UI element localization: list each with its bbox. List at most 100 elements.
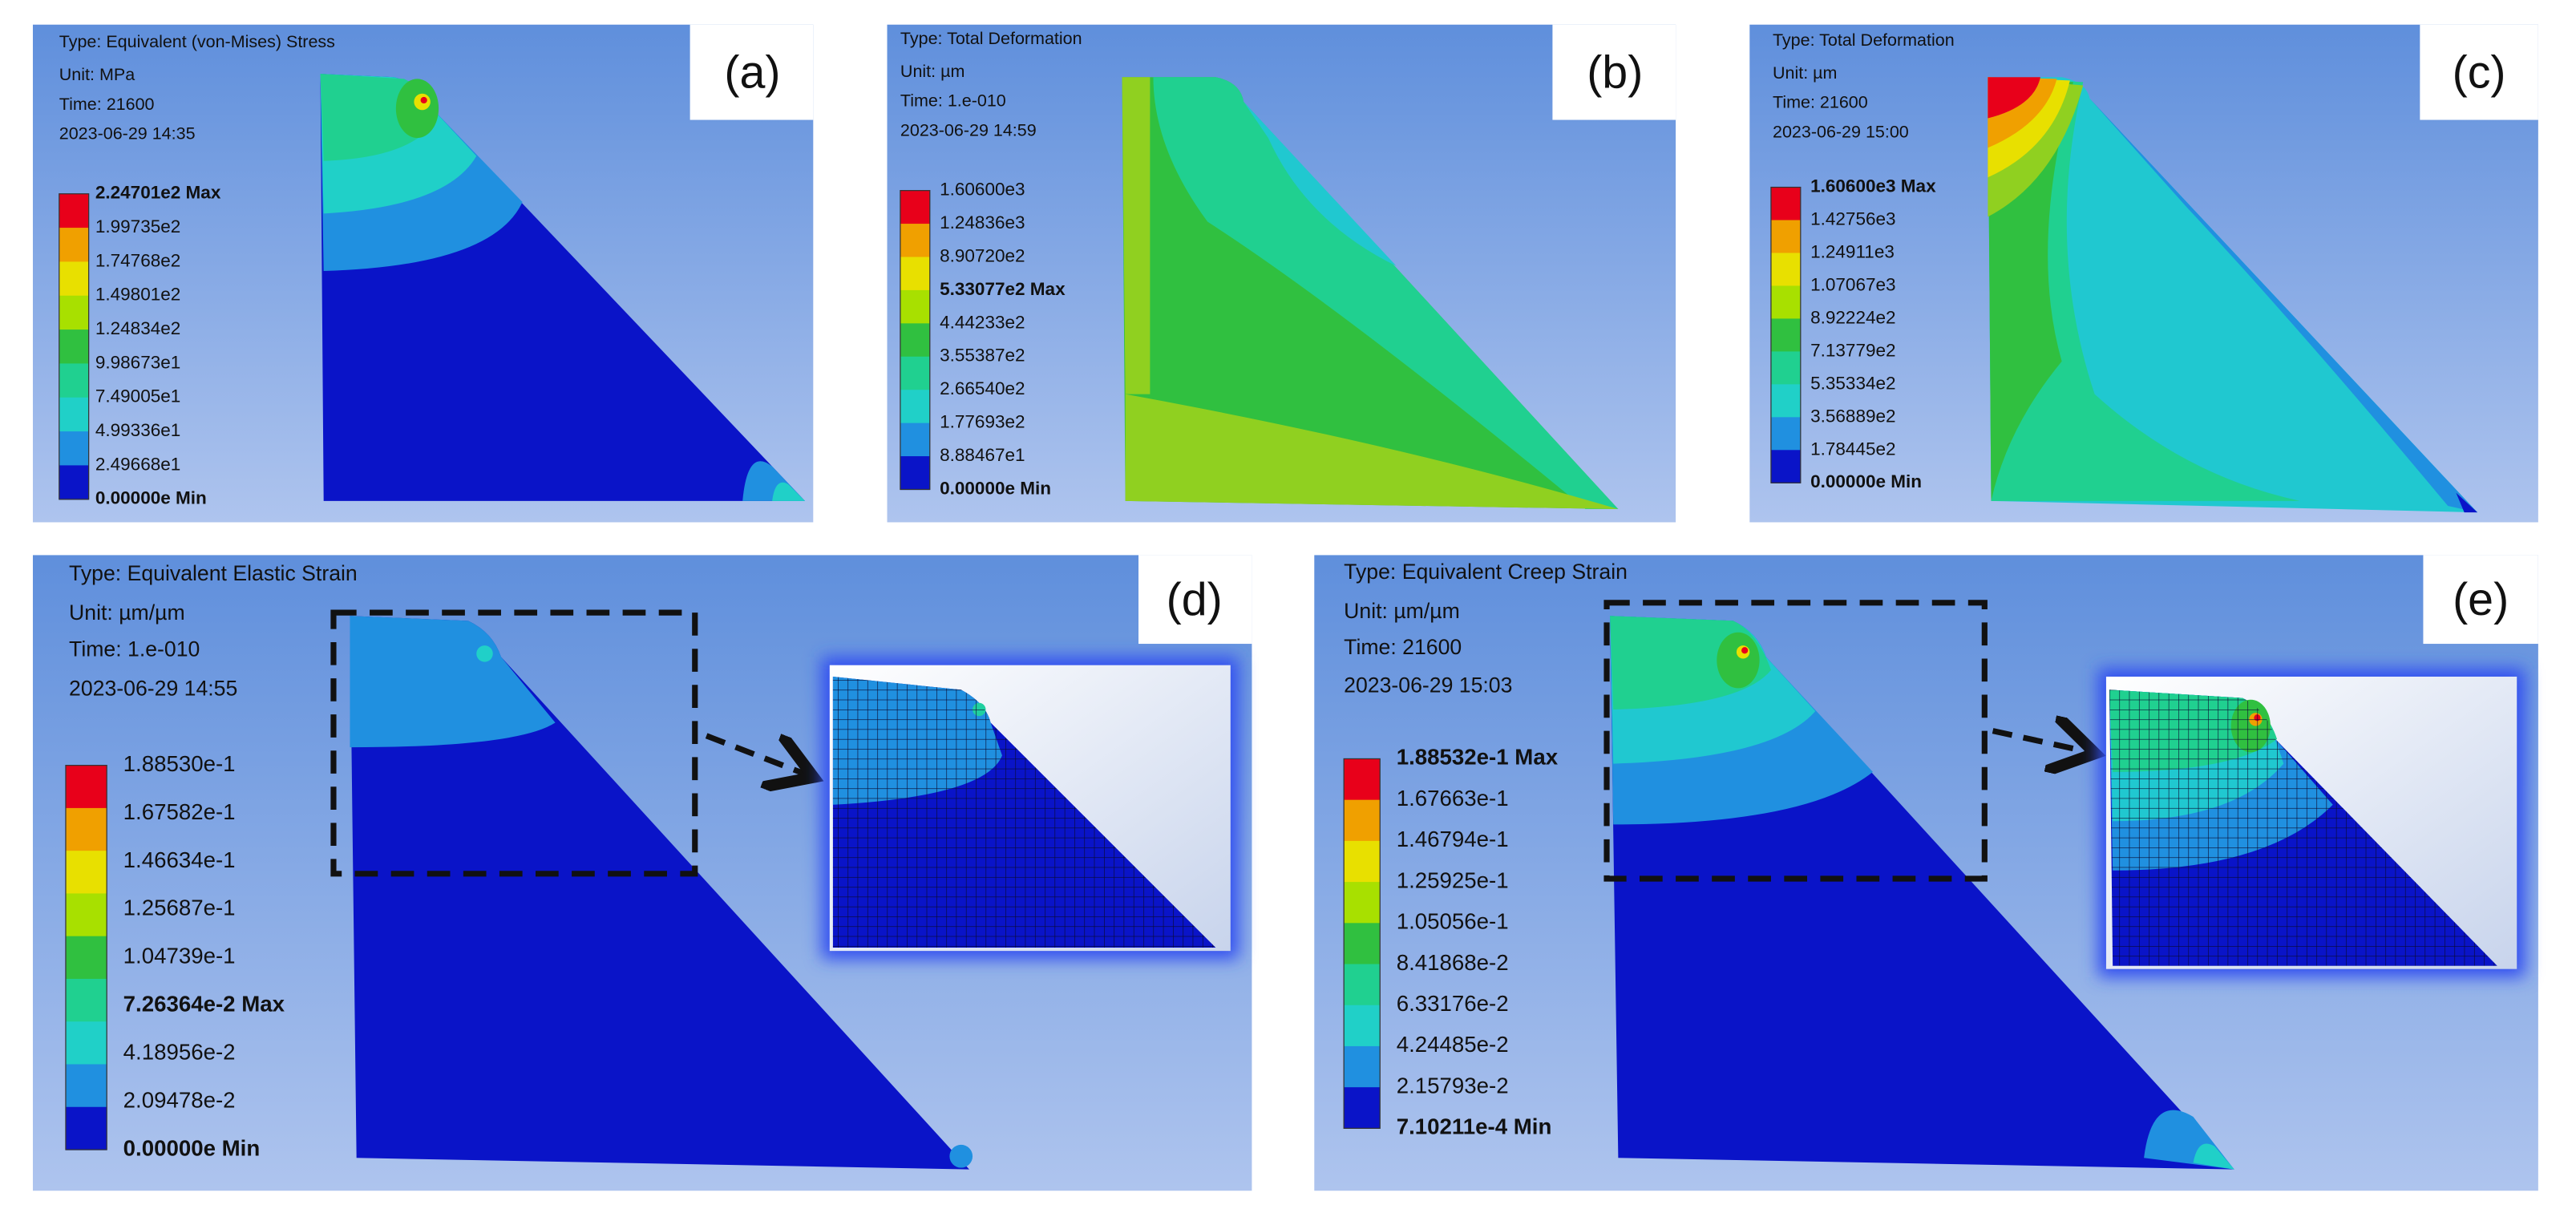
legend-label: 1.99735e2 [95, 216, 180, 237]
info-line: 2023-06-29 14:55 [69, 676, 237, 700]
legend-label: 1.04739e-1 [123, 944, 236, 968]
label-box [1138, 555, 1252, 645]
legend-swatch [59, 431, 89, 467]
legend-swatch [1344, 1045, 1381, 1088]
label-box [689, 24, 814, 120]
legend-label: 1.60600e3 [940, 180, 1025, 200]
legend-label: 3.56889e2 [1810, 406, 1895, 426]
legend-swatch [900, 190, 930, 224]
legend-swatch [900, 289, 930, 324]
legend-label: 7.13779e2 [1810, 340, 1895, 360]
legend-label: 1.49801e2 [95, 285, 180, 305]
legend-frame [900, 190, 931, 491]
legend-label: 1.60600e3 Max [1810, 176, 1936, 196]
legend-swatch [1770, 417, 1801, 451]
legend-label: 0.00000e Min [95, 488, 207, 508]
legend-swatch [65, 1106, 107, 1150]
model-b [1122, 77, 1619, 510]
legend-label: 1.25687e-1 [123, 896, 236, 920]
info-line: 2023-06-29 14:59 [900, 121, 1037, 140]
legend-label: 4.99336e1 [95, 420, 180, 440]
legend-swatch [65, 893, 107, 937]
legend-swatch [1770, 384, 1801, 418]
legend-label: 1.74768e2 [95, 250, 180, 270]
legend-label: 4.44233e2 [940, 312, 1025, 332]
legend-label: 0.00000e Min [123, 1135, 261, 1160]
panel-label: (d) [1167, 574, 1223, 625]
legend-swatch [65, 765, 107, 809]
legend-label: 1.42756e3 [1810, 208, 1895, 228]
legend-frame [59, 193, 90, 500]
legend-swatch [65, 1021, 107, 1065]
legend-label: 2.66540e2 [940, 378, 1025, 398]
legend-label: 1.46794e-1 [1397, 827, 1509, 851]
panel-label: (e) [2453, 574, 2509, 625]
legend-swatch [59, 295, 89, 330]
legend-swatch [1344, 1005, 1381, 1047]
legend-swatch [1770, 351, 1801, 385]
legend-swatch [59, 397, 89, 432]
legend-swatch [65, 1064, 107, 1108]
legend-label: 1.24911e3 [1810, 241, 1895, 261]
legend-label: 8.88467e1 [940, 445, 1025, 465]
info-line: Unit: MPa [59, 65, 135, 84]
legend-label: 2.09478e-2 [123, 1087, 236, 1112]
info-line: Type: Equivalent (von-Mises) Stress [59, 32, 335, 51]
legend-swatch [59, 330, 89, 365]
legend-label: 7.26364e-2 Max [123, 992, 285, 1017]
legend-label: 4.18956e-2 [123, 1039, 236, 1064]
legend-label: 1.24836e3 [940, 212, 1025, 232]
legend-swatch [65, 978, 107, 1022]
legend-swatch [900, 456, 930, 491]
model-c [1988, 77, 2478, 513]
legend-label: 1.67663e-1 [1397, 786, 1509, 811]
legend-swatch [59, 228, 89, 263]
legend-swatch [1344, 1087, 1381, 1129]
legend-swatch [59, 261, 89, 297]
legend-label: 1.25925e-1 [1397, 867, 1509, 892]
info-line: Time: 21600 [1773, 93, 1868, 112]
legend-label: 5.35334e2 [1810, 373, 1895, 393]
legend-swatch [65, 851, 107, 895]
legend-label: 0.00000e Min [940, 478, 1051, 498]
legend-label: 1.24834e2 [95, 318, 180, 338]
panel-label: (a) [724, 46, 780, 98]
legend-label: 2.24701e2 Max [95, 183, 221, 203]
info-line: Time: 1.e-010 [69, 637, 200, 661]
legend-swatch [1344, 964, 1381, 1006]
info-line: 2023-06-29 15:00 [1773, 123, 1909, 142]
legend-label: 7.10211e-4 Min [1397, 1114, 1552, 1139]
legend-swatch [1770, 220, 1801, 254]
info-line: 2023-06-29 14:35 [59, 124, 196, 144]
legend-frame [1343, 758, 1381, 1129]
legend-label: 9.98673e1 [95, 352, 180, 372]
info-line: Type: Total Deformation [900, 29, 1082, 48]
legend-swatch [1344, 882, 1381, 924]
info-line: Type: Equivalent Creep Strain [1344, 560, 1628, 584]
info-line: Time: 21600 [1344, 635, 1462, 659]
legend-swatch [900, 356, 930, 390]
legend-label: 0.00000e Min [1810, 471, 1922, 491]
legend-label: 1.46634e-1 [123, 847, 236, 872]
legend-label: 7.49005e1 [95, 386, 180, 406]
legend-swatch [1344, 799, 1381, 842]
legend-swatch [65, 807, 107, 851]
legend-label: 1.88532e-1 Max [1397, 745, 1559, 770]
info-line: Time: 1.e-010 [900, 91, 1006, 111]
legend-swatch [1770, 285, 1801, 320]
label-box [2420, 24, 2538, 120]
info-line: Unit: µm [1773, 63, 1837, 83]
legend-label: 5.33077e2 Max [940, 279, 1066, 299]
label-box [1552, 24, 1676, 120]
legend-swatch [900, 423, 930, 457]
info-line: Type: Equivalent Elastic Strain [69, 561, 358, 585]
panel-label: (c) [2453, 46, 2506, 98]
legend-swatch [1770, 450, 1801, 483]
legend-swatch [59, 193, 89, 228]
legend-label: 1.67582e-1 [123, 799, 236, 824]
panel-label: (b) [1587, 46, 1643, 98]
legend-swatch [1344, 758, 1381, 801]
legend-label: 8.92224e2 [1810, 307, 1895, 327]
info-line: Unit: µm/µm [69, 600, 185, 625]
